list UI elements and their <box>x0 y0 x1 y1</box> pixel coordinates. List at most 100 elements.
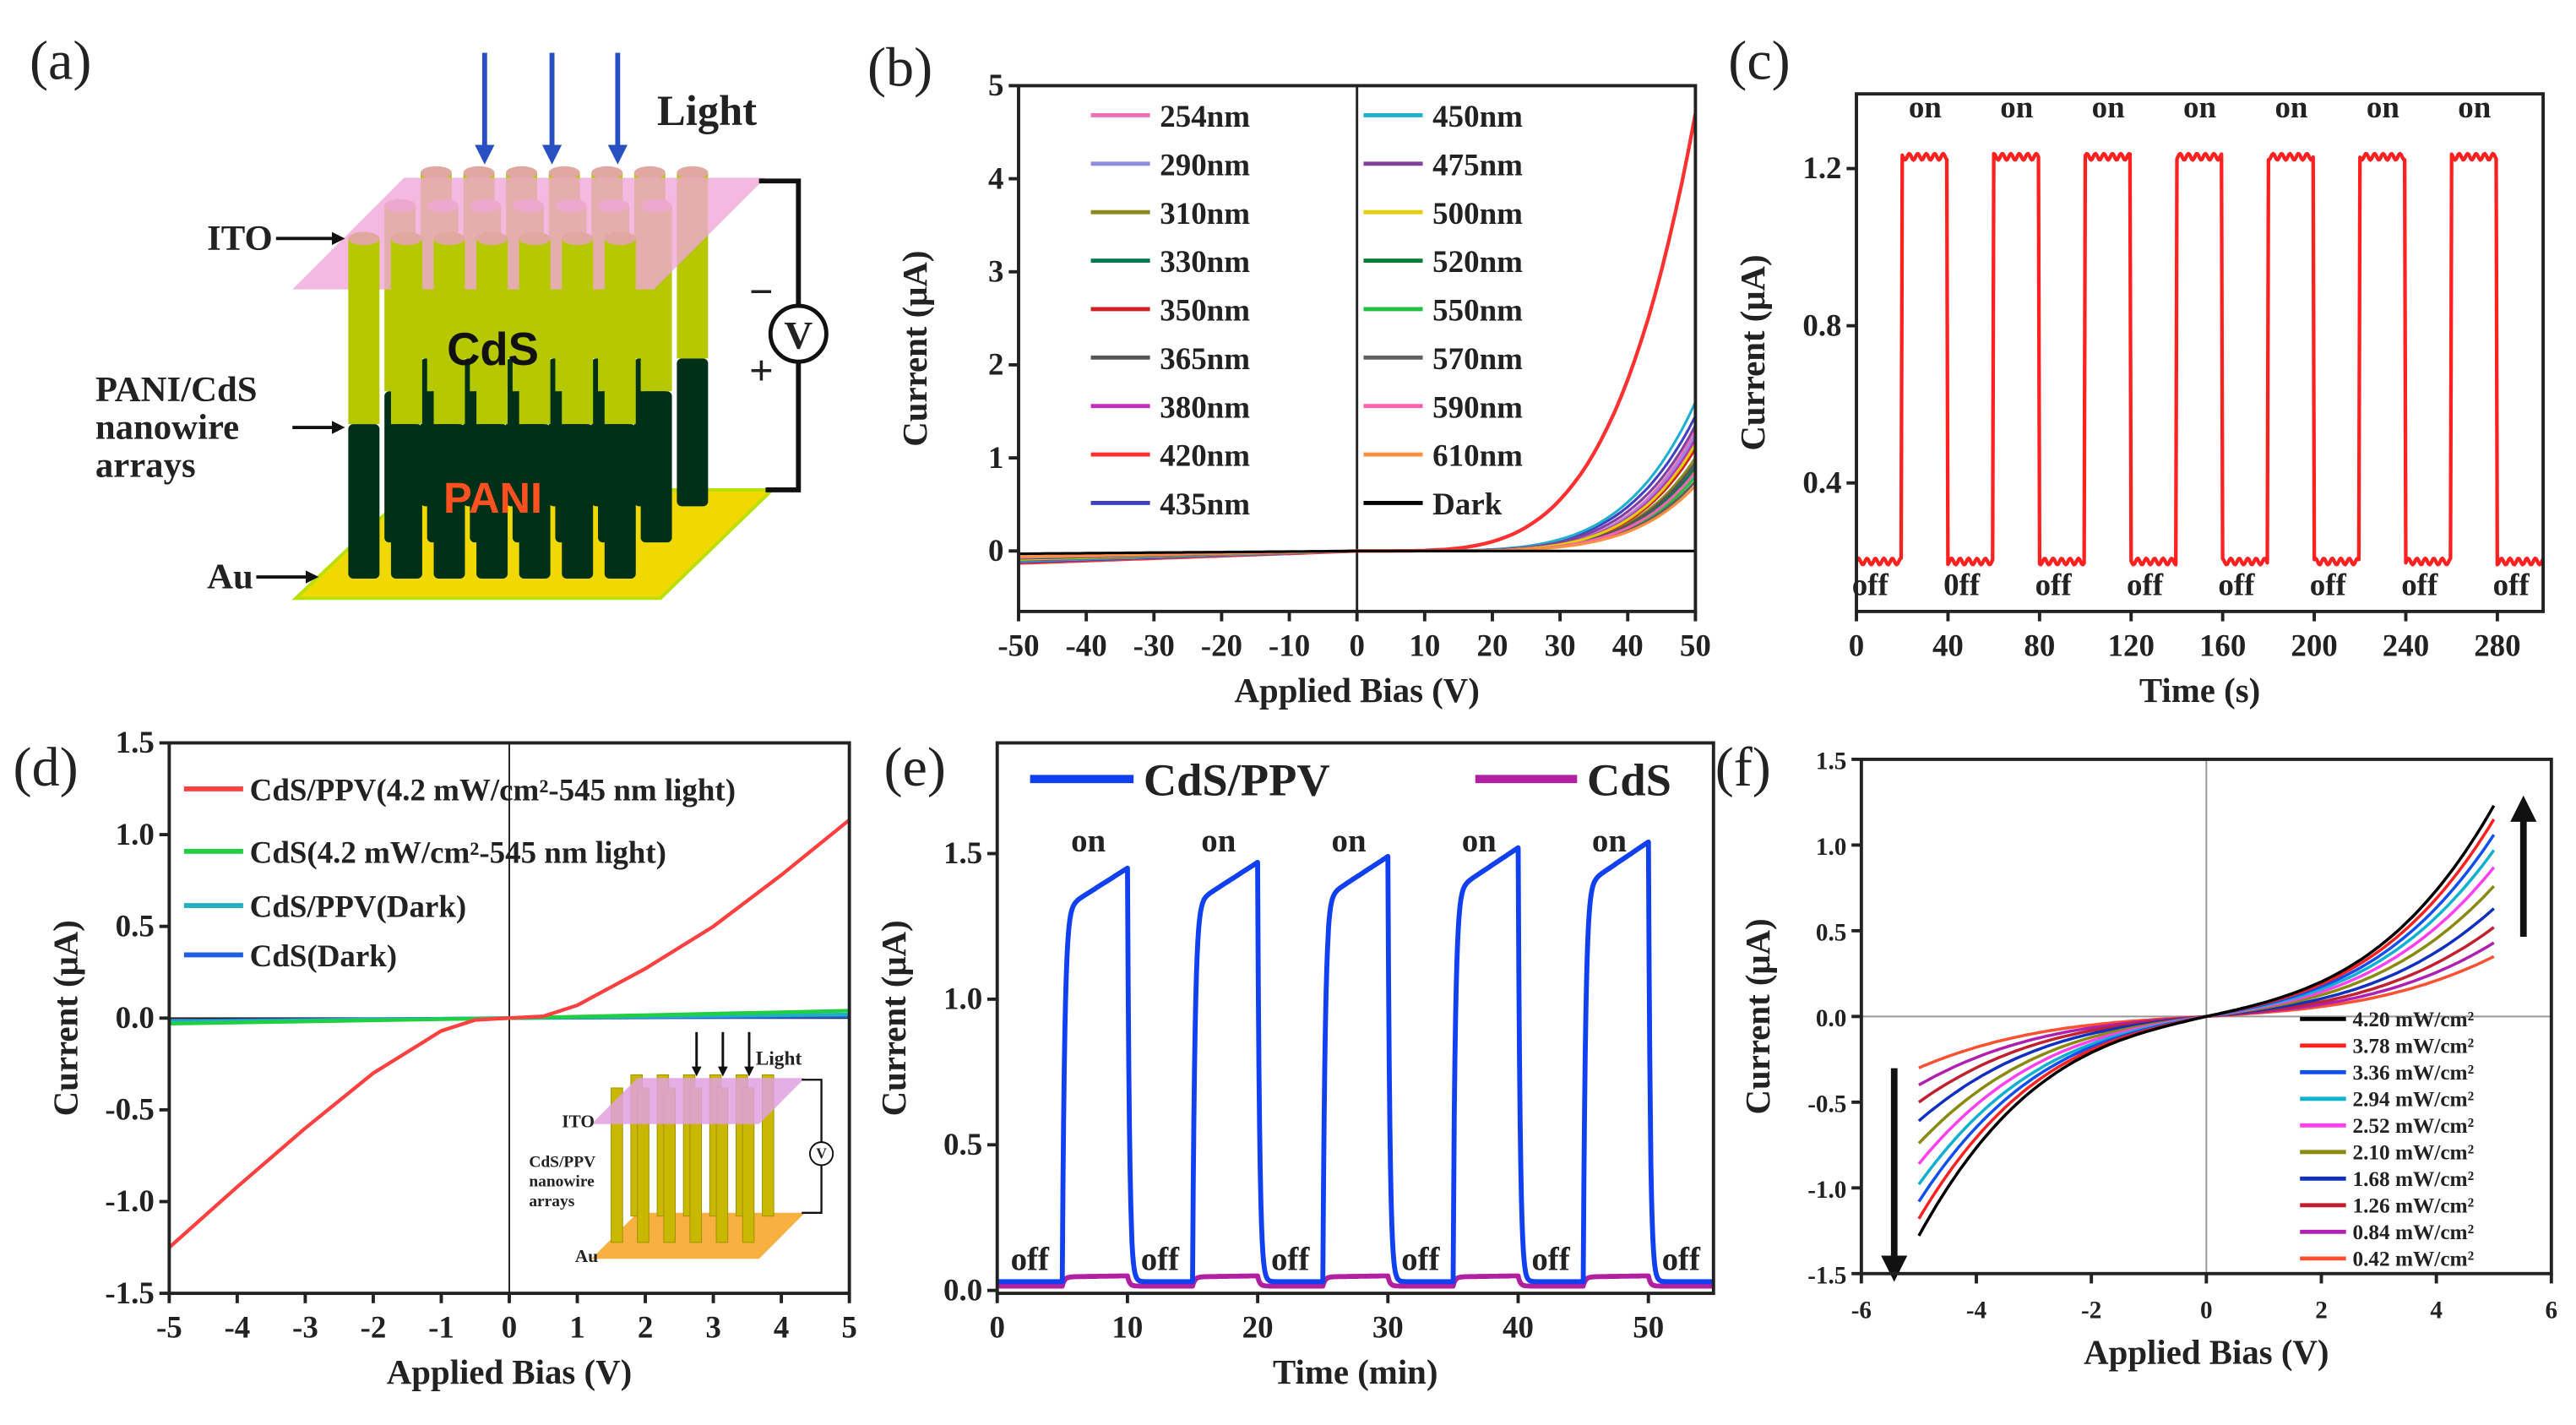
off-label: off <box>2127 567 2164 601</box>
legend-label: 330nm <box>1160 244 1250 279</box>
x-tick-label: 6 <box>2546 1297 2558 1324</box>
circuit-wire <box>758 178 802 307</box>
x-tick-label: -2 <box>361 1310 387 1345</box>
voltmeter-icon <box>768 303 829 364</box>
y-tick-label: 1.0 <box>943 982 982 1016</box>
cds-segment <box>348 238 380 425</box>
legend-label: 290nm <box>1160 147 1250 182</box>
plus-sign: + <box>749 346 774 394</box>
x-tick-label: 0 <box>1849 628 1864 662</box>
legend-label: 475nm <box>1432 147 1523 182</box>
light-label: Light <box>657 87 757 134</box>
y-tick-label: 0.5 <box>1816 920 1846 947</box>
chart-f: 4.20 mW/cm² 3.78 mW/cm² 3.36 mW/cm² 2.94 mW… <box>1739 748 2557 1372</box>
legend-label: 3.78 mW/cm² <box>2352 1035 2474 1058</box>
y-tick-label: 5 <box>988 68 1003 102</box>
x-axis-title: Time (s) <box>2139 672 2260 710</box>
x-tick-label: -20 <box>1201 628 1242 662</box>
inset-array-label-line3: arrays <box>529 1193 574 1210</box>
off-label: off <box>2310 567 2347 601</box>
nanowire-top <box>633 166 666 180</box>
nanowire-top <box>348 231 380 246</box>
pani-segment <box>519 424 551 579</box>
off-label: off <box>1852 567 1889 601</box>
x-tick-label: 30 <box>1545 628 1576 662</box>
legend-label: 4.20 mW/cm² <box>2352 1008 2474 1031</box>
legend-label: 450nm <box>1432 99 1523 133</box>
x-tick-label: -1 <box>428 1310 454 1345</box>
x-tick-label: 30 <box>1372 1310 1404 1345</box>
x-tick-label: 200 <box>2291 628 2337 662</box>
x-axis-title: Time (min) <box>1273 1353 1437 1391</box>
legend-label: 2.52 mW/cm² <box>2352 1114 2474 1138</box>
plot-area <box>169 742 850 1294</box>
y-tick-label: 1.5 <box>1816 748 1846 775</box>
legend-label: 435nm <box>1160 487 1250 521</box>
legend-label: 500nm <box>1432 196 1523 231</box>
off-label: off <box>1011 1242 1050 1278</box>
legend-label: 420nm <box>1160 438 1250 473</box>
series-line <box>997 839 1714 1285</box>
x-tick-label: 10 <box>1111 1310 1143 1345</box>
array-label-line1: PANI/CdS <box>95 370 258 410</box>
inset-voltmeter-label: V <box>816 1145 827 1162</box>
y-tick-label: 0.8 <box>1802 307 1841 342</box>
inset-au-label: Au <box>575 1246 598 1266</box>
on-label: on <box>1071 823 1106 859</box>
x-tick-label: -4 <box>1966 1297 1987 1324</box>
inset-light-label: Light <box>756 1048 802 1070</box>
off-label: off <box>1531 1242 1570 1278</box>
off-label: off <box>1271 1242 1310 1278</box>
x-axis-title: Applied Bias (V) <box>1235 672 1480 710</box>
y-tick-label: 3 <box>988 253 1003 288</box>
panel-label-d: (d) <box>14 737 79 798</box>
inset-array-label-line2: nanowire <box>529 1173 595 1191</box>
on-label: on <box>1201 823 1236 859</box>
x-tick-label: 0 <box>2200 1297 2213 1324</box>
legend-label: CdS(4.2 mW/cm²-545 nm light) <box>250 835 666 870</box>
x-tick-label: 5 <box>841 1310 856 1345</box>
legend-label: 0.84 mW/cm² <box>2352 1221 2474 1244</box>
y-axis-title: Current (μA) <box>46 920 84 1116</box>
x-axis-title: Applied Bias (V) <box>387 1353 632 1391</box>
cds-label: CdS <box>447 324 539 375</box>
y-tick-label: 0.5 <box>943 1127 982 1161</box>
legend-label: 570nm <box>1432 341 1523 376</box>
plot-area <box>1856 151 2544 567</box>
legend-label: 310nm <box>1160 196 1250 231</box>
plot-frame <box>1855 92 2546 613</box>
x-tick-label: 160 <box>2199 628 2246 662</box>
legend-label: CdS <box>1587 754 1671 806</box>
x-tick-label: -4 <box>224 1310 250 1345</box>
ito-electrode <box>591 1078 806 1124</box>
legend-label: 380nm <box>1160 389 1250 424</box>
x-tick-label: 20 <box>1242 1310 1274 1345</box>
x-tick-label: 20 <box>1477 628 1508 662</box>
x-tick-label: 80 <box>2024 628 2055 662</box>
y-axis-title: Current (μA) <box>1739 918 1777 1114</box>
voltmeter-icon <box>808 1141 834 1167</box>
nanowire-top <box>463 166 495 180</box>
legend-label: 610nm <box>1432 438 1523 473</box>
x-tick-label: -40 <box>1066 628 1107 662</box>
nanowire-top <box>677 166 709 180</box>
series-line <box>1018 549 1696 556</box>
x-tick-label: 10 <box>1409 628 1440 662</box>
legend-label: 1.68 mW/cm² <box>2352 1167 2474 1191</box>
series-line <box>1856 151 2544 567</box>
pani-segment <box>604 424 636 579</box>
cds-segment <box>390 238 422 425</box>
panel-label-a: (a) <box>30 30 91 92</box>
y-tick-label: 0.0 <box>1816 1005 1846 1032</box>
y-tick-label: 1.5 <box>943 835 982 870</box>
y-tick-label: 0.0 <box>943 1272 982 1307</box>
x-tick-label: 0 <box>502 1310 517 1345</box>
cds-segment <box>604 238 636 425</box>
x-tick-label: -2 <box>2081 1297 2101 1324</box>
cds-segment <box>519 238 551 425</box>
x-tick-label: 40 <box>1503 1310 1534 1345</box>
x-axis-title: Applied Bias (V) <box>2084 1334 2329 1372</box>
legend-label: CdS/PPV(Dark) <box>250 889 467 925</box>
